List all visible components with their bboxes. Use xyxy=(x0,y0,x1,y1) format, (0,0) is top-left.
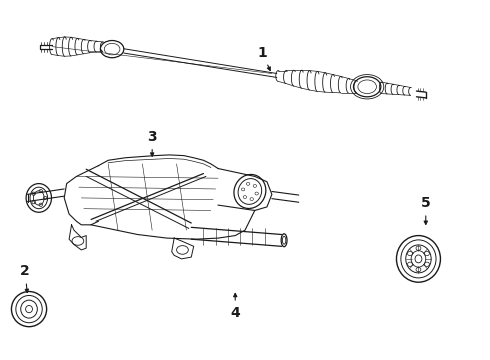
Text: 3: 3 xyxy=(147,130,157,156)
Text: 1: 1 xyxy=(257,46,270,71)
Text: 5: 5 xyxy=(421,196,431,224)
Text: 2: 2 xyxy=(20,265,30,293)
Text: 4: 4 xyxy=(230,293,240,320)
